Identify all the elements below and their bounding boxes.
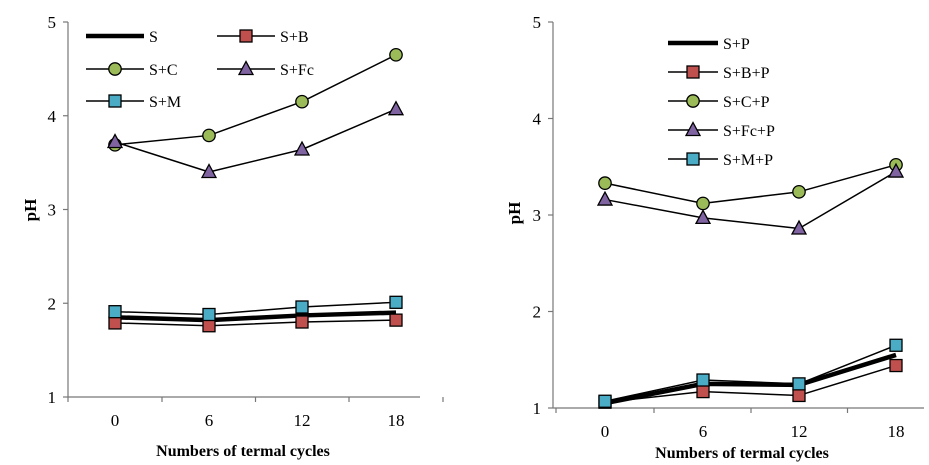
data-point — [792, 377, 806, 391]
data-point — [108, 305, 122, 319]
right-y-tick-label: 3 — [533, 206, 542, 225]
left-legend-item-s-plus-fc: S+Fc — [217, 60, 314, 79]
left-x-tick-label: 6 — [205, 411, 214, 430]
right-y-axis-title: pH — [505, 202, 524, 225]
series-line — [114, 319, 397, 327]
data-point — [694, 209, 712, 225]
data-point — [792, 184, 806, 199]
right-y-tick-label: 4 — [533, 110, 542, 129]
data-point — [293, 140, 311, 156]
legend-label: S+Fc+P — [723, 123, 775, 140]
right-x-tick-label: 6 — [699, 422, 708, 441]
data-point — [108, 316, 122, 330]
legend-label: S+M — [149, 94, 181, 111]
data-point — [889, 338, 903, 352]
data-point — [696, 384, 710, 399]
data-point — [889, 358, 903, 373]
legend-label: S+C — [149, 62, 178, 79]
data-point — [387, 100, 405, 116]
left-y-axis-title: pH — [21, 199, 40, 222]
series-line — [604, 170, 897, 230]
data-point — [596, 190, 614, 206]
data-point — [202, 307, 216, 322]
left-y-tick-label: 2 — [48, 294, 57, 313]
legend-marker — [108, 94, 122, 108]
data-point — [792, 388, 806, 403]
left-series-s-plus-fc — [106, 100, 405, 179]
left-legend-item-s-plus-b: S+B — [217, 29, 309, 46]
right-x-tick-label: 12 — [791, 422, 808, 441]
data-point — [389, 295, 403, 309]
legend-label: S+B+P — [723, 65, 770, 82]
left-y-tick-label: 3 — [48, 201, 57, 220]
right-x-tick-label: 18 — [888, 422, 905, 441]
right-series-s-plus-p — [604, 352, 897, 406]
right-x-tick-label: 0 — [601, 422, 610, 441]
right-y-tick-label: 5 — [533, 13, 542, 32]
data-point — [295, 94, 309, 109]
data-point — [887, 162, 905, 178]
right-series-s-plus-m-plus-p — [598, 338, 903, 408]
data-point — [295, 300, 309, 314]
left-series-s-plus-m — [108, 295, 403, 322]
series-line — [114, 301, 397, 316]
left-legend-item-s-plus-m: S+M — [86, 94, 181, 111]
data-point — [106, 133, 124, 149]
data-point — [790, 219, 808, 235]
series-line — [604, 364, 897, 403]
data-point — [295, 315, 309, 329]
right-legend-item-s-plus-m-plus-p: S+M+P — [668, 152, 773, 169]
data-point — [389, 47, 403, 62]
data-point — [696, 373, 710, 387]
data-point — [202, 319, 216, 333]
left-series-s — [114, 310, 397, 323]
legend-label: S+P — [723, 36, 750, 53]
right-legend-item-s-plus-c-plus-p: S+C+P — [668, 94, 770, 111]
left-x-tick-label: 0 — [111, 411, 120, 430]
left-y-tick-label: 5 — [48, 13, 57, 32]
data-point — [200, 163, 218, 179]
right-x-axis-title: Numbers of termal cycles — [655, 445, 829, 462]
data-point — [598, 176, 612, 191]
data-point — [598, 394, 612, 408]
right-legend-item-s-plus-p: S+P — [668, 36, 750, 53]
legend-marker — [108, 62, 122, 76]
right-y-tick-label: 2 — [533, 303, 542, 322]
legend-label: S+Fc — [280, 62, 314, 79]
left-y-tick-label: 1 — [48, 388, 57, 407]
series-line — [604, 164, 897, 205]
legend-label: S — [149, 29, 158, 46]
legend-label: S+M+P — [723, 152, 773, 169]
series-line — [604, 352, 897, 406]
right-y-tick-label: 1 — [533, 399, 542, 418]
legend-label: S+B — [280, 29, 309, 46]
legend-marker — [686, 94, 700, 108]
left-legend-item-s-plus-c: S+C — [86, 62, 178, 79]
legend-marker — [684, 121, 702, 137]
right-legend-item-s-plus-fc-plus-p: S+Fc+P — [668, 121, 775, 140]
left-y-tick-label: 4 — [48, 107, 57, 126]
left-series-s-plus-b — [108, 313, 403, 333]
legend-marker — [686, 152, 700, 166]
series-line — [604, 344, 897, 402]
right-legend-item-s-plus-b-plus-p: S+B+P — [668, 65, 770, 82]
left-x-tick-label: 12 — [294, 411, 311, 430]
series-line — [114, 108, 397, 173]
legend-marker — [686, 65, 700, 79]
legend-label: S+C+P — [723, 94, 770, 111]
data-point — [696, 196, 710, 211]
legend-marker — [237, 60, 255, 76]
data-point — [202, 128, 216, 143]
right-series-s-plus-fc-plus-p — [596, 162, 905, 235]
left-x-axis-title: Numbers of termal cycles — [156, 443, 330, 460]
left-legend-item-s: S — [86, 29, 158, 46]
left-x-tick-label: 18 — [388, 411, 405, 430]
series-line — [114, 54, 397, 146]
data-point — [389, 313, 403, 327]
legend-marker — [239, 29, 253, 43]
series-line — [114, 310, 397, 323]
